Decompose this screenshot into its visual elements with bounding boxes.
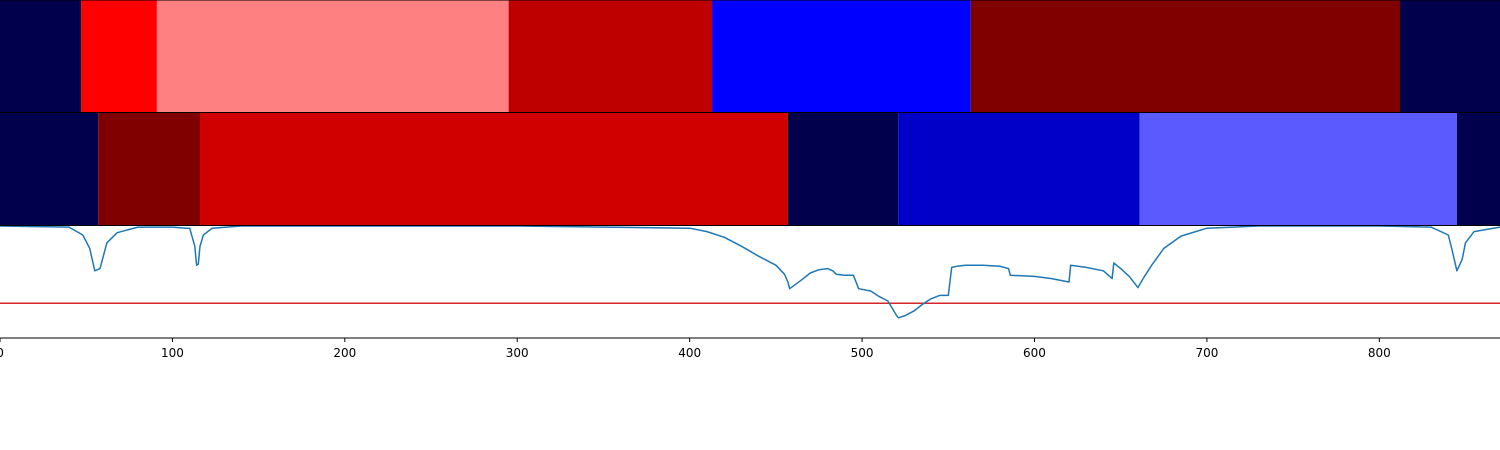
x-tick-label: 200 [333,346,356,360]
series-line [0,225,1500,319]
heatmap-segment [508,0,713,112]
heatmap-segment [1400,0,1500,112]
x-tick-label: 700 [1195,346,1218,360]
line-panel [0,225,1500,338]
heatmap-segment [0,0,82,112]
x-tick-label: 100 [161,346,184,360]
heatmap-tracks [0,0,1500,225]
heatmap-segment [0,113,99,225]
x-tick-label: 300 [506,346,529,360]
heatmap-segment [787,113,899,225]
x-axis: 0 100 200 300 400 500 600 700 800 [0,0,1500,360]
heatmap-segment [1456,113,1500,225]
heatmap-segment [81,0,157,112]
heatmap-segment [98,113,200,225]
heatmap-track-1 [0,0,1500,112]
heatmap-segment [970,0,1400,112]
x-tick-label: 500 [851,346,874,360]
x-tick-label: 600 [1023,346,1046,360]
heatmap-segment [712,0,971,112]
heatmap-segment [156,0,509,112]
x-tick-label: 400 [678,346,701,360]
heatmap-segment [200,113,788,225]
heatmap-track-2 [0,113,1500,225]
heatmap-segment [898,113,1140,225]
line-panel-background [0,226,1500,338]
x-tick-label: 800 [1368,346,1391,360]
x-tick-label: 0 [0,346,4,360]
heatmap-segment [1139,113,1457,225]
